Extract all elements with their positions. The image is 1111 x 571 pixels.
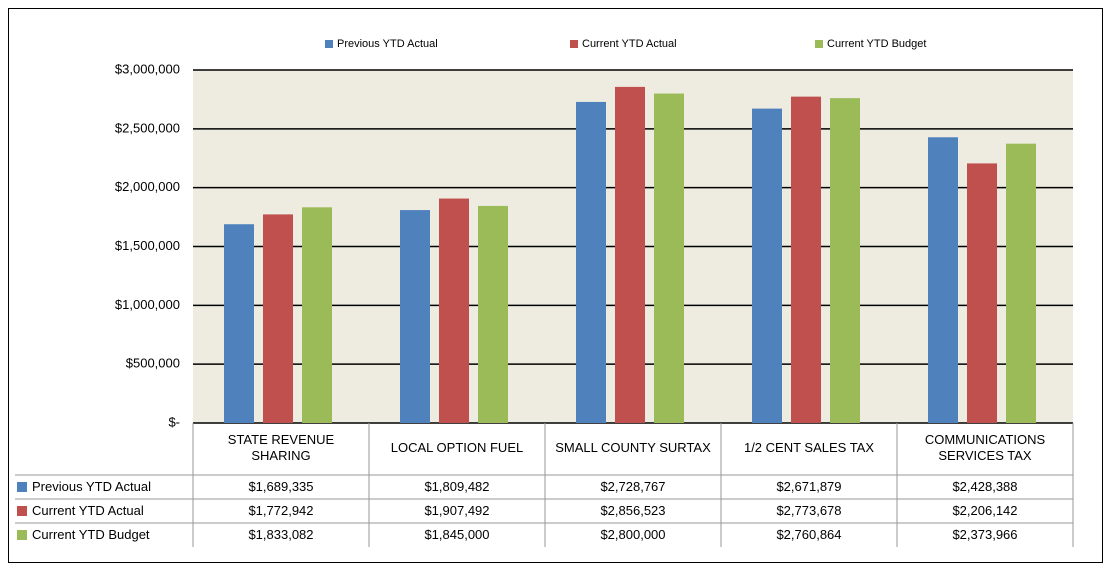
table-value: $1,772,942 bbox=[248, 503, 314, 518]
bar bbox=[478, 205, 508, 423]
y-tick-label: $2,500,000 bbox=[115, 120, 180, 135]
legend-swatch bbox=[570, 40, 578, 48]
y-tick-label: $2,000,000 bbox=[115, 179, 180, 194]
bar bbox=[967, 163, 997, 423]
table-value: $2,773,678 bbox=[776, 503, 842, 518]
legend-swatch bbox=[17, 482, 27, 492]
bar bbox=[928, 137, 958, 423]
legend-swatch bbox=[17, 530, 27, 540]
table-value: $2,760,864 bbox=[776, 527, 842, 542]
table-value: $1,845,000 bbox=[424, 527, 490, 542]
table-value: $1,689,335 bbox=[248, 479, 314, 494]
table-value: $2,206,142 bbox=[952, 503, 1018, 518]
y-tick-label: $1,500,000 bbox=[115, 238, 180, 253]
table-value: $2,728,767 bbox=[600, 479, 666, 494]
row-label: Current YTD Actual bbox=[32, 503, 144, 518]
bar bbox=[263, 214, 293, 423]
bar bbox=[576, 101, 606, 423]
table-value: $1,907,492 bbox=[424, 503, 490, 518]
bar bbox=[1006, 143, 1036, 423]
bar bbox=[302, 207, 332, 423]
bar bbox=[752, 108, 782, 424]
x-tick-label: 1/2 CENT SALES TAX bbox=[743, 440, 875, 455]
row-label: Current YTD Budget bbox=[32, 527, 150, 542]
y-tick-label: $3,000,000 bbox=[115, 61, 180, 76]
x-tick-label: STATE REVENUE SHARING bbox=[227, 432, 335, 463]
bar bbox=[654, 93, 684, 424]
bar bbox=[224, 224, 254, 423]
y-tick-label: $500,000 bbox=[126, 356, 180, 371]
legend-label: Current YTD Actual bbox=[582, 38, 677, 50]
x-tick-label: SMALL COUNTY SURTAX bbox=[555, 440, 711, 455]
y-tick-label: $1,000,000 bbox=[115, 297, 180, 312]
legend-swatch bbox=[815, 40, 823, 48]
x-tick-label: COMMUNICATIONS SERVICES TAX bbox=[924, 432, 1046, 463]
x-tick-label: LOCAL OPTION FUEL bbox=[390, 440, 524, 455]
table-value: $2,428,388 bbox=[952, 479, 1018, 494]
bar bbox=[830, 98, 860, 423]
legend-label: Current YTD Budget bbox=[827, 38, 926, 50]
legend-label: Previous YTD Actual bbox=[337, 38, 438, 50]
table-value: $2,856,523 bbox=[600, 503, 666, 518]
table-value: $1,809,482 bbox=[424, 479, 490, 494]
row-label: Previous YTD Actual bbox=[32, 479, 151, 494]
table-value: $2,800,000 bbox=[600, 527, 666, 542]
bar bbox=[615, 86, 645, 424]
table-value: $2,671,879 bbox=[776, 479, 842, 494]
y-tick-label: $- bbox=[168, 414, 180, 429]
bar bbox=[400, 210, 430, 423]
legend-swatch bbox=[17, 506, 27, 516]
legend-swatch bbox=[325, 40, 333, 48]
table-value: $1,833,082 bbox=[248, 527, 314, 542]
bar bbox=[791, 96, 821, 423]
table-value: $2,373,966 bbox=[952, 527, 1018, 542]
bar bbox=[439, 198, 469, 423]
